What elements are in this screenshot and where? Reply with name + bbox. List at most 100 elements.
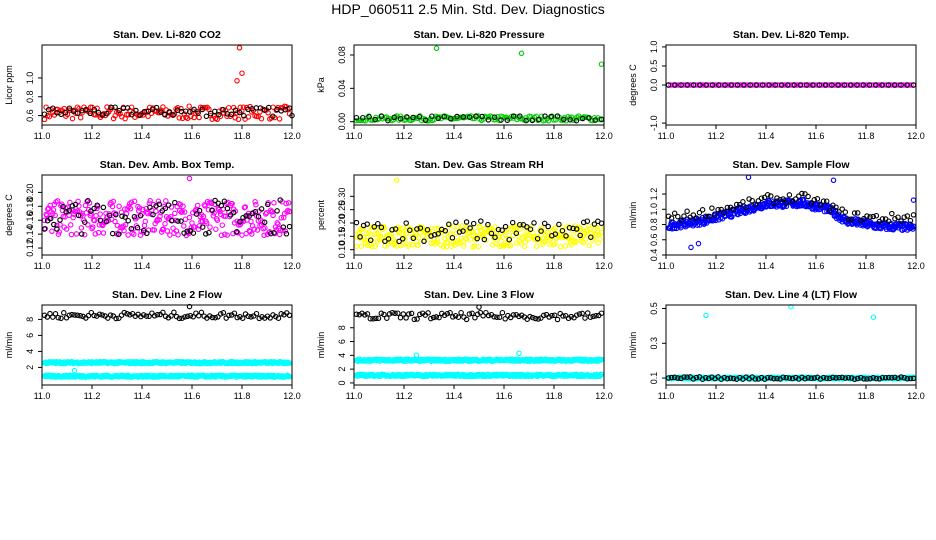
data-point [410,114,416,121]
data-point [52,212,58,219]
data-point [477,309,484,316]
data-point [470,220,477,227]
data-point [282,228,289,234]
data-point [538,113,545,119]
data-point [107,312,114,318]
data-point [570,225,576,232]
data-point [430,314,437,321]
data-point [907,217,914,224]
data-point [900,82,907,88]
data-point [733,201,740,208]
data-point [105,315,111,321]
data-point [870,213,876,220]
data-point [778,82,785,88]
data-point [74,312,81,319]
data-point [386,311,393,317]
data-point [122,206,128,212]
y-tick-label: 1.0 [649,203,659,216]
data-point [271,229,277,236]
data-point [391,114,397,121]
data-point [502,223,509,230]
data-point [403,220,409,226]
data-point [196,114,202,121]
data-point [854,375,861,382]
data-point [365,238,371,244]
data-point [591,221,598,227]
data-point [259,314,265,320]
data-point [541,227,547,233]
outlier-point [186,175,193,182]
x-tick-label: 11.4 [446,261,463,271]
data-point [261,232,267,239]
data-point [498,117,504,123]
data-point [802,375,808,382]
data-point [428,315,434,322]
data-point [814,196,821,202]
data-point [191,106,197,113]
data-point [55,314,62,321]
data-point [400,311,407,317]
data-point [888,82,894,88]
y-tick-label: 1.0 [649,41,659,54]
x-tick-label: 11.2 [84,391,101,401]
plot-frame [353,44,605,126]
data-point [43,211,49,218]
data-point [214,217,221,223]
data-point [171,309,177,316]
panel-title: Stan. Dev. Li-820 CO2 [113,29,221,41]
x-tick-label: 11.0 [34,391,51,401]
data-point [241,113,247,119]
data-point [889,375,895,381]
x-tick-label: 11.8 [234,131,251,141]
data-point [254,227,261,233]
data-point [752,201,759,207]
data-point [209,314,216,321]
y-tick-label: 0.20 [337,214,347,232]
data-point [728,214,735,220]
data-point [249,231,255,237]
data-point [274,208,280,214]
data-point [179,209,185,215]
outlier-point [413,352,420,359]
data-point [234,314,240,321]
data-point [215,314,221,320]
data-point [836,209,842,215]
data-point [584,218,591,224]
data-point [213,226,219,232]
y-tick-label: 4 [337,353,347,358]
data-point [399,236,406,242]
data-point [499,227,505,233]
x-tick-label: 11.6 [496,131,513,141]
data-point [531,220,537,226]
data-point [904,213,911,219]
data-point [851,376,858,383]
data-point [54,222,60,229]
data-point [822,82,829,88]
data-point [483,309,489,316]
data-point [441,113,448,120]
data-point [898,218,904,224]
data-point [479,113,485,120]
data-point [463,219,470,225]
data-point [172,199,178,206]
data-point [841,82,848,88]
data-point [535,316,541,322]
data-point [879,82,885,88]
data-point [466,311,473,317]
data-point [230,209,237,216]
data-point [466,114,473,120]
x-tick-label: 11.2 [396,391,413,401]
data-point [491,114,498,120]
data-point [803,82,810,88]
data-point [113,315,119,322]
data-point [860,82,866,88]
data-point [140,229,147,236]
data-point [109,230,116,237]
data-point [576,311,583,317]
data-point [170,112,176,118]
data-point [730,375,737,382]
data-point [808,200,814,207]
data-point [252,209,259,215]
data-point [592,117,598,123]
